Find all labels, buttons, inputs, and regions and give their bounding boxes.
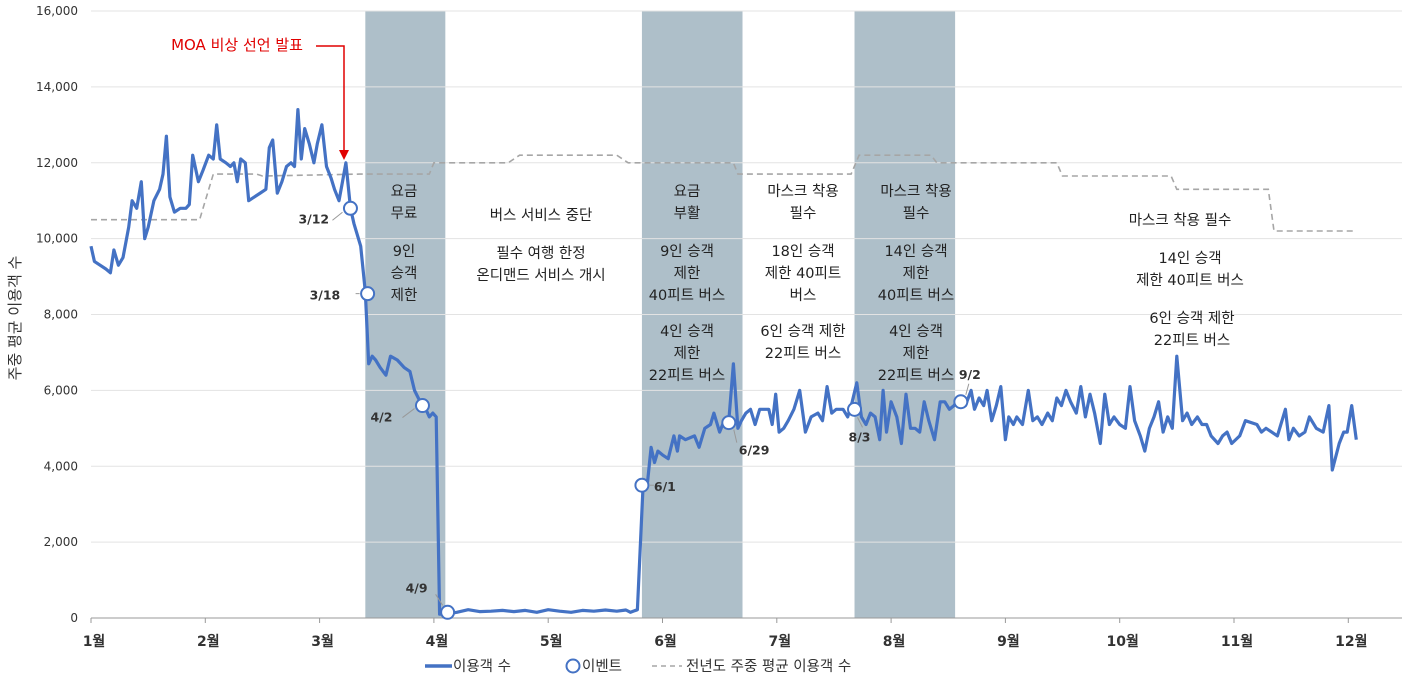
ridership-line [89,107,1358,616]
event-leader-line [402,408,415,418]
y-tick-label: 16,000 [36,4,78,18]
p5-line1: 마스크 착용 [880,183,951,200]
previous-year-series [91,154,1357,232]
event-marker [953,394,969,410]
event-label: 4/9 [406,580,428,595]
x-tick-label: 10월 [1107,633,1139,650]
p3-line1: 요금 [674,184,701,200]
x-axis-ticks: 1월 2월 3월 4월 5월 6월 7월 8월 9월 10월 11월 12월 [83,618,1367,650]
p2-line2: 필수 여행 한정 [496,245,585,262]
p6-line5: 22피트 버스 [1154,332,1230,349]
p1-line2: 무료 [391,206,418,222]
event-marker [847,401,863,417]
p6-line3: 제한 40피트 버스 [1136,272,1244,289]
y-tick-label: 4,000 [44,459,78,473]
x-tick-label: 12월 [1335,633,1367,650]
ridership-series [89,107,1358,616]
event-leader-line [332,211,343,221]
x-tick-label: 7월 [768,633,791,650]
legend-event-label: 이벤트 [582,658,622,675]
p5-line3: 14인 승객 [884,243,947,260]
p4-line7: 22피트 버스 [765,345,841,362]
p5-line2: 필수 [903,205,930,222]
p3-line4: 제한 [674,265,701,282]
legend-event-swatch [565,658,581,674]
event-label: 4/2 [370,410,392,425]
event-label: 6/1 [654,479,676,494]
p3-line2: 부활 [674,205,701,222]
p1-line4: 승객 [391,265,418,282]
p2-line3: 온디맨드 서비스 개시 [476,267,605,284]
event-markers: 3/12 3/18 4/2 4/9 6/1 6/29 8/3 9/2 [298,200,981,620]
event-leader-line [733,429,738,443]
event-marker [414,398,430,414]
x-tick-label: 6월 [654,633,677,650]
y-tick-label: 6,000 [44,383,78,397]
p4-line3: 18인 승객 [771,243,834,260]
p5-line8: 22피트 버스 [878,367,954,384]
y-tick-label: 12,000 [36,156,78,170]
x-tick-label: 8월 [883,633,906,650]
y-tick-label: 0 [70,611,78,625]
p1-line3: 9인 [393,243,416,260]
p4-line4: 제한 40피트 [765,265,841,282]
moa-label: MOA 비상 선언 발표 [171,36,303,54]
event-marker [440,604,456,620]
x-tick-label: 9월 [997,633,1020,650]
event-leader-line [965,383,970,395]
y-axis-label: 주중 평균 이용객 수 [6,256,24,381]
event-leader-line [435,594,444,606]
legend-line-label: 이용객 수 [453,658,511,675]
p5-line7: 제한 [903,345,930,362]
period-annotations: 요금 무료 9인 승객 제한 버스 서비스 중단 필수 여행 한정 온디맨드 서… [391,183,1244,384]
x-tick-label: 5월 [540,633,563,650]
p6-line4: 6인 승객 제한 [1149,310,1234,327]
x-tick-label: 11월 [1221,633,1253,650]
p4-line6: 6인 승객 제한 [760,323,845,340]
event-label: 3/12 [298,211,329,226]
p1-line1: 요금 [391,184,418,200]
event-marker [360,286,376,302]
x-tick-label: 2월 [197,633,220,650]
y-axis-ticks: 0 2,000 4,000 6,000 8,000 10,000 12,000 14,000 1… [36,4,78,625]
moa-arrow-line [316,45,345,150]
x-tick-label: 3월 [311,633,334,650]
y-tick-label: 14,000 [36,80,78,94]
event-marker [342,200,358,216]
event-label: 3/18 [310,288,341,303]
y-axis-gridlines [91,10,1402,543]
p2-line1: 버스 서비스 중단 [490,207,593,224]
y-tick-label: 2,000 [44,535,78,549]
moa-annotation: MOA 비상 선언 발표 [171,36,349,160]
p3-line5: 40피트 버스 [649,287,725,304]
y-tick-label: 10,000 [36,232,78,246]
p5-line4: 제한 [903,265,930,282]
event-label: 9/2 [959,367,981,382]
event-marker [634,477,650,493]
p1-line5: 제한 [391,287,418,304]
event-marker [721,415,737,431]
legend: 이용객 수 이벤트 전년도 주중 평균 이용객 수 [425,658,851,675]
p3-line3: 9인 승객 [660,243,714,260]
p3-line6: 4인 승객 [660,323,714,340]
p4-line2: 필수 [790,205,817,222]
event-leader-line [857,417,863,428]
p5-line6: 4인 승객 [889,323,943,340]
p6-line1: 마스크 착용 필수 [1129,212,1232,229]
p4-line5: 버스 [790,287,817,304]
x-tick-label: 1월 [83,633,106,650]
p3-line7: 제한 [674,345,701,362]
p5-line5: 40피트 버스 [878,287,954,304]
previous-year-line [91,154,1357,232]
moa-arrow-head [339,150,349,160]
legend-prev-label: 전년도 주중 평균 이용객 수 [686,658,851,675]
p3-line8: 22피트 버스 [649,367,725,384]
p4-line1: 마스크 착용 [767,183,838,200]
event-label: 8/3 [849,429,871,444]
x-tick-label: 4월 [426,633,449,650]
y-tick-label: 8,000 [44,308,78,322]
p6-line2: 14인 승객 [1158,250,1221,267]
event-label: 6/29 [739,443,770,458]
